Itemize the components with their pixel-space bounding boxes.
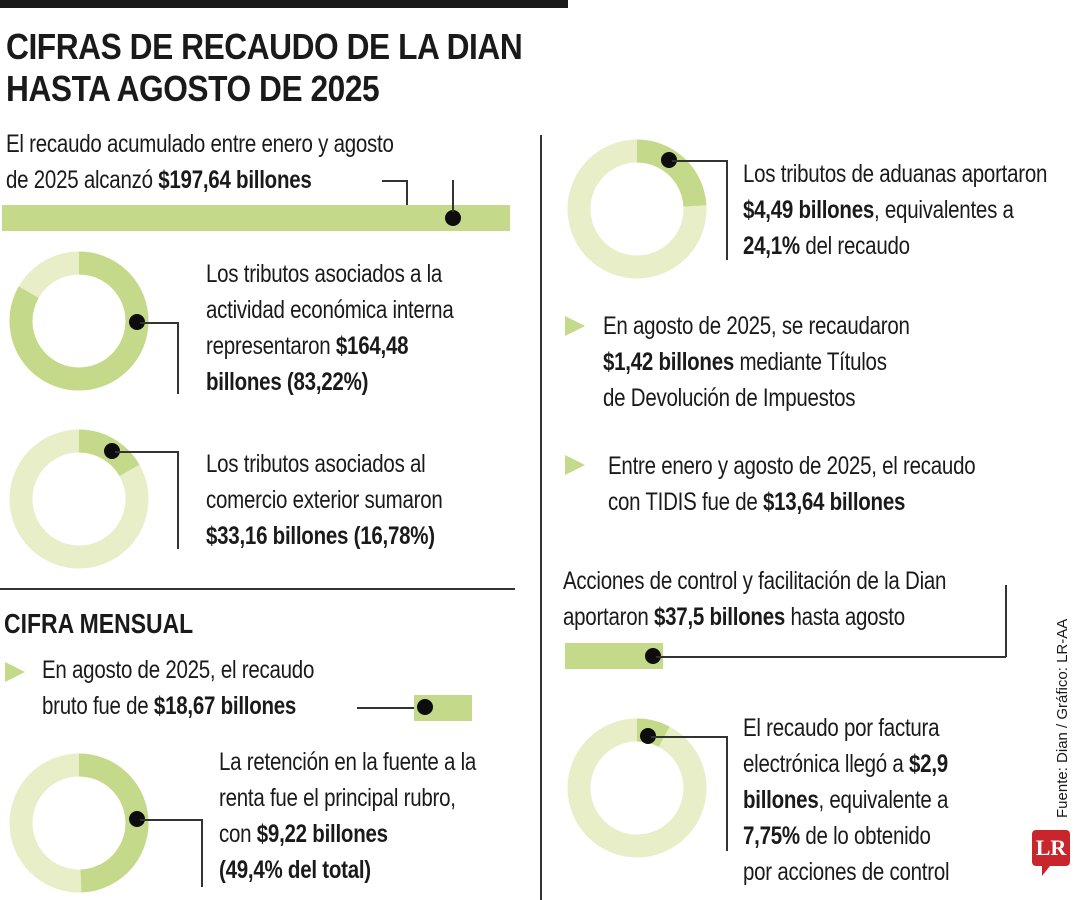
aduanas-line-3: del recaudo	[799, 232, 910, 260]
control-line-1: Acciones de control y facilitación de la…	[563, 567, 947, 595]
bruto-line-2: bruto fue de	[42, 692, 154, 720]
control-text: Acciones de control y facilitación de la…	[563, 563, 946, 635]
interna-text: Los tributos asociados a la actividad ec…	[206, 256, 454, 400]
factura-value-unit: billones	[743, 786, 819, 814]
marker-dot	[661, 152, 677, 168]
total-text: El recaudo acumulado entre enero y agost…	[6, 126, 394, 198]
title-line-1: CIFRAS DE RECAUDO DE LA DIAN	[6, 26, 523, 67]
leader-line	[452, 180, 454, 212]
interna-line-2: actividad económica interna	[206, 296, 454, 324]
leader-line	[382, 180, 407, 182]
factura-value: $2,9	[909, 750, 948, 778]
tdi-line-2: mediante Títulos	[734, 348, 887, 376]
factura-percent: 7,75%	[743, 822, 800, 850]
exterior-line-2: comercio exterior sumaron	[206, 486, 443, 514]
retencion-line-3: con	[219, 820, 257, 848]
leader-line	[140, 819, 202, 821]
control-line-2-post: hasta agosto	[785, 603, 905, 631]
marker-dot	[640, 728, 656, 744]
retencion-value: $9,22 billones	[256, 820, 388, 848]
section-title-mensual: CIFRA MENSUAL	[4, 608, 194, 639]
control-value: $37,5 billones	[653, 603, 786, 631]
retencion-text: La retención en la fuente a la renta fue…	[219, 744, 476, 888]
donut-aduanas	[567, 139, 707, 279]
retencion-line-1: La retención en la fuente a la	[219, 748, 477, 776]
leader-line	[177, 322, 179, 394]
page-title: CIFRAS DE RECAUDO DE LA DIAN HASTA AGOST…	[6, 26, 523, 110]
marker-dot	[129, 314, 145, 330]
leader-line	[140, 322, 178, 324]
marker-dot	[645, 648, 661, 664]
tidis-value: $13,64 billones	[762, 488, 906, 516]
retencion-percent: (49,4% del total)	[219, 856, 371, 884]
section-divider	[0, 588, 515, 590]
aduanas-value: $4,49 billones	[743, 196, 875, 224]
leader-line	[1005, 585, 1007, 657]
lr-logo-tail	[1042, 866, 1050, 876]
tidis-line-1: Entre enero y agosto de 2025, el recaudo	[608, 452, 976, 480]
leader-line	[177, 451, 179, 549]
leader-line	[656, 656, 1006, 658]
bruto-value: $18,67 billones	[153, 692, 297, 720]
bruto-text: En agosto de 2025, el recaudo bruto fue …	[42, 652, 314, 724]
bullet-triangle-icon	[565, 455, 585, 475]
total-bar	[2, 205, 510, 231]
exterior-value: $33,16 billones (16,78%)	[206, 522, 435, 550]
tdi-value: $1,42 billones	[603, 348, 735, 376]
leader-line	[201, 819, 203, 887]
exterior-line-1: Los tributos asociados al	[206, 450, 426, 478]
marker-dot	[129, 811, 145, 827]
donut-factura	[567, 718, 707, 858]
factura-line-2: electrónica llegó a	[743, 750, 910, 778]
column-divider	[540, 135, 542, 900]
bullet-triangle-icon	[565, 316, 585, 336]
factura-line-5: por acciones de control	[743, 858, 950, 886]
leader-line	[726, 160, 728, 260]
tidis-line-2: con TIDIS fue de	[608, 488, 763, 516]
lr-logo: LR	[1032, 830, 1070, 866]
leader-line	[651, 736, 727, 738]
aduanas-line-2: , equivalentes a	[874, 196, 1014, 224]
title-line-2: HASTA AGOSTO DE 2025	[6, 68, 380, 109]
aduanas-text: Los tributos de aduanas aportaron $4,49 …	[743, 156, 1047, 264]
marker-dot	[417, 699, 433, 715]
factura-line-4: de lo obtenido	[799, 822, 931, 850]
exterior-text: Los tributos asociados al comercio exter…	[206, 446, 443, 554]
aduanas-line-1: Los tributos de aduanas aportaron	[743, 160, 1048, 188]
factura-line-1: El recaudo por factura	[743, 714, 940, 742]
leader-line	[726, 736, 728, 851]
donut-exterior	[9, 429, 149, 569]
leader-line	[357, 707, 425, 709]
marker-dot	[104, 443, 120, 459]
total-value: $197,64 billones	[158, 166, 312, 194]
leader-line	[115, 451, 178, 453]
factura-line-3: , equivalente a	[818, 786, 949, 814]
factura-text: El recaudo por factura electrónica llegó…	[743, 710, 950, 890]
leader-line	[406, 180, 408, 210]
tdi-text: En agosto de 2025, se recaudaron $1,42 b…	[603, 308, 910, 416]
total-line-1: El recaudo acumulado entre enero y agost…	[6, 130, 394, 158]
interna-percent: billones (83,22%)	[206, 368, 369, 396]
leader-line	[672, 160, 727, 162]
total-line-2: de 2025 alcanzó	[6, 166, 159, 194]
tdi-line-1: En agosto de 2025, se recaudaron	[603, 312, 910, 340]
aduanas-percent: 24,1%	[743, 232, 800, 260]
bullet-triangle-icon	[5, 662, 25, 682]
interna-line-3: representaron	[206, 332, 336, 360]
retencion-line-2: renta fue el principal rubro,	[219, 784, 456, 812]
bruto-line-1: En agosto de 2025, el recaudo	[42, 656, 315, 684]
top-rule	[0, 0, 568, 8]
marker-dot	[445, 210, 461, 226]
control-line-2: aportaron	[563, 603, 654, 631]
tdi-line-3: de Devolución de Impuestos	[603, 384, 856, 412]
source-credit: Fuente: Dian / Gráfico: LR-AA	[1054, 618, 1071, 818]
tidis-text: Entre enero y agosto de 2025, el recaudo…	[608, 448, 976, 520]
interna-value: $164,48	[335, 332, 409, 360]
donut-retencion	[9, 753, 149, 893]
interna-line-1: Los tributos asociados a la	[206, 260, 443, 288]
